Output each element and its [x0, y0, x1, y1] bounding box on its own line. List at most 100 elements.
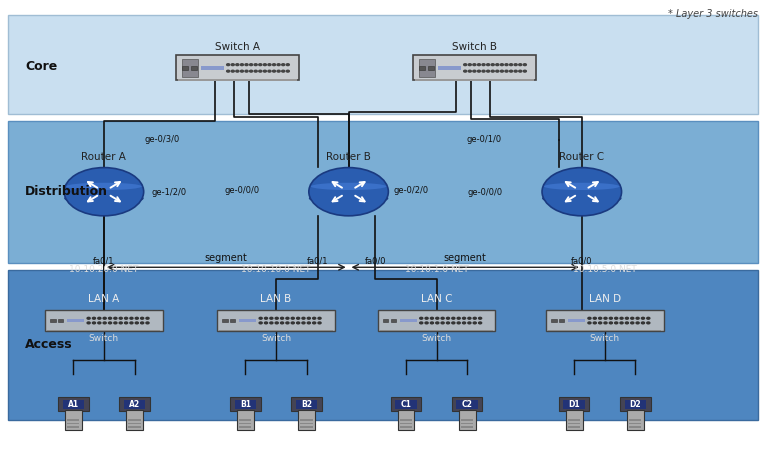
Circle shape	[98, 317, 101, 319]
Circle shape	[282, 70, 285, 72]
Ellipse shape	[544, 183, 620, 190]
Circle shape	[146, 322, 149, 324]
Text: Access: Access	[25, 338, 73, 351]
Text: ge-0/0/0: ge-0/0/0	[467, 188, 502, 197]
FancyBboxPatch shape	[219, 330, 332, 331]
Circle shape	[313, 317, 316, 319]
FancyBboxPatch shape	[182, 66, 188, 70]
Circle shape	[614, 322, 617, 324]
FancyBboxPatch shape	[291, 397, 322, 412]
Circle shape	[523, 70, 526, 72]
Circle shape	[296, 322, 300, 324]
Circle shape	[254, 64, 257, 66]
Circle shape	[87, 322, 90, 324]
Circle shape	[109, 317, 112, 319]
Circle shape	[609, 322, 612, 324]
Text: C2: C2	[462, 400, 473, 409]
Circle shape	[514, 64, 517, 66]
Circle shape	[277, 64, 280, 66]
FancyBboxPatch shape	[178, 79, 297, 81]
Circle shape	[479, 317, 482, 319]
FancyBboxPatch shape	[383, 319, 388, 322]
Circle shape	[130, 317, 133, 319]
Circle shape	[441, 322, 444, 324]
Circle shape	[425, 317, 428, 319]
FancyBboxPatch shape	[559, 397, 590, 412]
Text: ge-1/2/0: ge-1/2/0	[152, 188, 186, 197]
FancyBboxPatch shape	[461, 419, 473, 421]
Circle shape	[245, 64, 248, 66]
Circle shape	[468, 64, 471, 66]
FancyBboxPatch shape	[400, 419, 412, 421]
FancyBboxPatch shape	[176, 55, 300, 80]
Circle shape	[468, 317, 471, 319]
FancyBboxPatch shape	[300, 426, 313, 428]
FancyBboxPatch shape	[459, 410, 476, 430]
FancyBboxPatch shape	[131, 410, 139, 414]
Circle shape	[318, 317, 321, 319]
Circle shape	[420, 322, 423, 324]
FancyBboxPatch shape	[395, 400, 417, 409]
Text: B2: B2	[301, 400, 312, 409]
FancyBboxPatch shape	[546, 310, 663, 331]
Circle shape	[588, 317, 591, 319]
Circle shape	[441, 317, 444, 319]
Circle shape	[647, 317, 650, 319]
Circle shape	[625, 322, 628, 324]
FancyBboxPatch shape	[239, 423, 251, 425]
Circle shape	[273, 64, 276, 66]
Circle shape	[594, 322, 596, 324]
Circle shape	[452, 317, 455, 319]
FancyBboxPatch shape	[217, 310, 335, 331]
FancyBboxPatch shape	[548, 330, 661, 331]
Text: 10.10.1.0 NET: 10.10.1.0 NET	[404, 265, 468, 274]
Text: LAN B: LAN B	[260, 294, 292, 304]
Circle shape	[457, 322, 460, 324]
Text: ge-0/2/0: ge-0/2/0	[394, 186, 429, 195]
Ellipse shape	[66, 183, 142, 190]
FancyBboxPatch shape	[398, 410, 414, 430]
FancyBboxPatch shape	[222, 319, 228, 322]
Circle shape	[430, 317, 434, 319]
Circle shape	[473, 70, 476, 72]
Circle shape	[500, 64, 503, 66]
FancyBboxPatch shape	[427, 66, 434, 70]
FancyBboxPatch shape	[568, 319, 585, 322]
FancyBboxPatch shape	[461, 423, 473, 425]
Text: segment: segment	[444, 252, 486, 263]
FancyBboxPatch shape	[230, 319, 235, 322]
Text: Distribution: Distribution	[25, 185, 108, 198]
Circle shape	[296, 317, 300, 319]
Text: D2: D2	[630, 400, 641, 409]
Circle shape	[227, 70, 230, 72]
Circle shape	[452, 322, 455, 324]
Circle shape	[463, 322, 466, 324]
FancyBboxPatch shape	[457, 400, 478, 409]
Text: Core: Core	[25, 60, 57, 73]
FancyBboxPatch shape	[239, 319, 256, 322]
Circle shape	[630, 317, 633, 319]
Circle shape	[436, 322, 439, 324]
FancyBboxPatch shape	[380, 330, 493, 331]
Text: Router C: Router C	[559, 152, 604, 161]
Circle shape	[241, 64, 244, 66]
Text: D1: D1	[568, 400, 580, 409]
FancyBboxPatch shape	[419, 66, 425, 70]
Text: ge-0/3/0: ge-0/3/0	[145, 135, 180, 144]
Text: ge-0/1/0: ge-0/1/0	[466, 135, 502, 144]
Circle shape	[64, 167, 144, 216]
Circle shape	[254, 70, 257, 72]
Text: Router B: Router B	[326, 152, 371, 161]
Circle shape	[598, 322, 601, 324]
FancyBboxPatch shape	[129, 426, 141, 428]
Text: B1: B1	[240, 400, 251, 409]
Circle shape	[496, 70, 499, 72]
FancyBboxPatch shape	[620, 397, 650, 412]
Text: LAN D: LAN D	[589, 294, 620, 304]
Text: Switch: Switch	[590, 333, 620, 343]
Circle shape	[109, 322, 112, 324]
Circle shape	[468, 322, 471, 324]
Circle shape	[264, 317, 267, 319]
Circle shape	[259, 64, 262, 66]
Circle shape	[463, 64, 466, 66]
